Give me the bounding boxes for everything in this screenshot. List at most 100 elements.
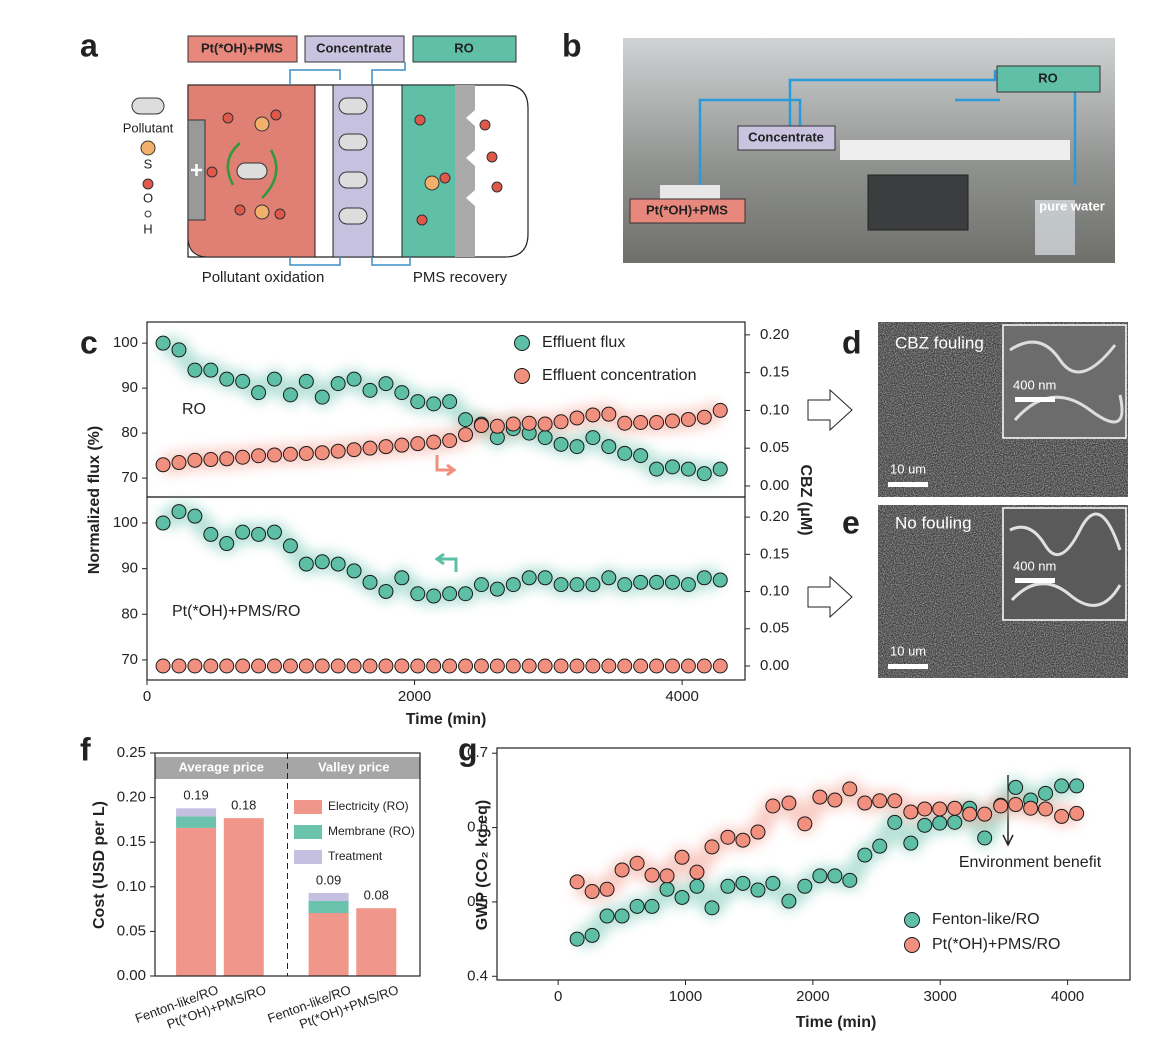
- data-point: [917, 801, 933, 817]
- data-point: [282, 446, 298, 462]
- data-point: [314, 389, 330, 405]
- data-point: [601, 439, 617, 455]
- data-point: [1008, 779, 1024, 795]
- data-point: [664, 658, 680, 674]
- data-point: [537, 570, 553, 586]
- data-point: [601, 570, 617, 586]
- data-point: [473, 577, 489, 593]
- data-point: [887, 814, 903, 830]
- pointer-arrow: [807, 388, 853, 432]
- data-point: [857, 847, 873, 863]
- data-point: [659, 881, 675, 897]
- pollutant-icon: [338, 97, 368, 115]
- data-point: [1069, 805, 1085, 821]
- data-point: [947, 800, 963, 816]
- scale-label: 400 nm: [1013, 558, 1056, 573]
- data-point: [664, 574, 680, 590]
- data-point: [266, 658, 282, 674]
- data-point: [394, 437, 410, 453]
- bar-segment: [223, 818, 264, 976]
- panel-label: d: [842, 324, 862, 360]
- photo-label: Pt(*OH)+PMS: [646, 202, 728, 217]
- process-box: [304, 35, 405, 63]
- y-tick-label: 0.7: [467, 744, 488, 761]
- data-point: [203, 526, 219, 542]
- data-point: [633, 574, 649, 590]
- data-point: [585, 658, 601, 674]
- scale-bar: [888, 664, 928, 669]
- data-point: [537, 658, 553, 674]
- y-tick-label: 0.05: [117, 922, 146, 939]
- trend-band: [574, 775, 1077, 949]
- bar-segment: [176, 816, 217, 828]
- y-tick-label: 80: [121, 605, 138, 622]
- data-point: [378, 439, 394, 455]
- data-point: [553, 414, 569, 430]
- data-point: [219, 658, 235, 674]
- o-atom: [486, 151, 498, 163]
- data-point: [872, 838, 888, 854]
- bar-total-label: 0.18: [231, 798, 256, 813]
- y-tick-label: 90: [121, 560, 138, 577]
- y-axis-label: Normalized flux (%): [86, 426, 103, 574]
- data-point: [394, 658, 410, 674]
- data-point: [689, 878, 705, 894]
- legend-label: Pollutant: [123, 120, 174, 135]
- legend-marker: [904, 912, 920, 928]
- panel-label: a: [80, 27, 98, 63]
- legend-s: [140, 140, 156, 156]
- data-point: [314, 658, 330, 674]
- o-atom: [491, 181, 503, 193]
- data-point: [947, 814, 963, 830]
- o-atom: [414, 114, 426, 126]
- caption: Pollutant oxidation: [202, 269, 325, 286]
- legend-swatch: [294, 800, 322, 814]
- data-point: [155, 457, 171, 473]
- data-point: [251, 448, 267, 464]
- data-point: [712, 461, 728, 477]
- data-point: [266, 447, 282, 463]
- o-atom: [439, 172, 451, 184]
- reaction-arrow: [261, 149, 278, 199]
- data-point: [633, 658, 649, 674]
- data-point: [1038, 801, 1054, 817]
- data-point: [857, 795, 873, 811]
- data-point: [696, 658, 712, 674]
- bar-segment: [308, 913, 349, 976]
- data-point: [235, 373, 251, 389]
- data-point: [346, 371, 362, 387]
- data-point: [644, 867, 660, 883]
- y2-tick-label: 0.20: [760, 326, 789, 343]
- y2-tick-label: 0.05: [760, 439, 789, 456]
- y-tick-label: 0.5: [467, 893, 488, 910]
- data-point: [827, 792, 843, 808]
- photo-b: RO Concentrate Pt(*OH)+PMS pure water: [623, 38, 1115, 263]
- data-point: [458, 427, 474, 443]
- data-point: [155, 515, 171, 531]
- data-point: [505, 658, 521, 674]
- data-point: [680, 411, 696, 427]
- data-point: [1023, 800, 1039, 816]
- data-point: [1054, 778, 1070, 794]
- y2-tick-label: 0.15: [760, 364, 789, 381]
- ro-chamber: [401, 84, 463, 258]
- axis-hint-arrow: [435, 455, 457, 477]
- legend-label: H: [143, 221, 152, 236]
- data-point: [720, 829, 736, 845]
- sem-d: CBZ fouling 400 nm 10 um: [878, 322, 1128, 497]
- data-point: [704, 900, 720, 916]
- data-point: [473, 658, 489, 674]
- data-point: [362, 382, 378, 398]
- data-point: [903, 804, 919, 820]
- process-box: [187, 35, 298, 63]
- bar-segment: [308, 892, 349, 901]
- data-point: [614, 908, 630, 924]
- data-point: [521, 570, 537, 586]
- data-point: [426, 396, 442, 412]
- panel-label: b: [562, 27, 582, 63]
- data-point: [680, 658, 696, 674]
- s-atom: [254, 204, 270, 220]
- data-point: [330, 556, 346, 572]
- photo-label: Concentrate: [748, 129, 824, 144]
- data-point: [664, 459, 680, 475]
